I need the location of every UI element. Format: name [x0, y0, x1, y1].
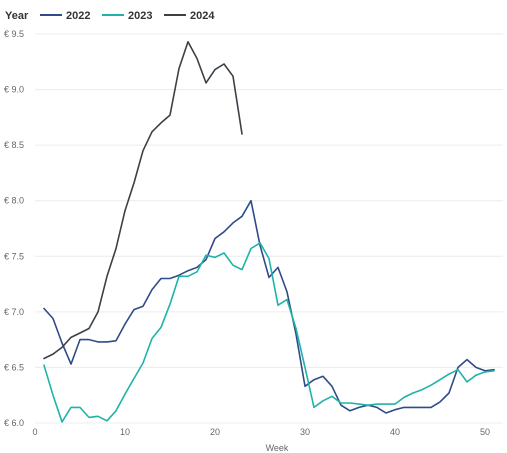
- y-tick-label: € 6.0: [4, 418, 24, 428]
- legend[interactable]: Year 2022 2023 2024: [5, 10, 215, 22]
- legend-title: Year: [5, 10, 29, 22]
- y-tick-label: € 9.0: [4, 85, 24, 95]
- x-tick-label: 10: [120, 427, 130, 437]
- y-tick-label: € 9.5: [4, 29, 24, 39]
- y-tick-label: € 7.0: [4, 307, 24, 317]
- axes: € 6.0 € 6.5 € 7.0 € 7.5 € 8.0 € 8.5 € 9.0 € 9.5…: [4, 29, 490, 437]
- x-tick-label: 30: [300, 427, 310, 437]
- legend-label-2023: 2023: [128, 10, 152, 22]
- x-tick-label: 40: [390, 427, 400, 437]
- x-axis-title: Week: [266, 443, 289, 453]
- series-line-2022[interactable]: [43, 199, 495, 414]
- y-tick-label: € 8.0: [4, 196, 24, 206]
- series-line-2024[interactable]: [43, 41, 243, 360]
- legend-label-2022: 2022: [66, 10, 90, 22]
- y-tick-label: € 6.5: [4, 362, 24, 372]
- y-tick-label: € 8.5: [4, 140, 24, 150]
- y-tick-label: € 7.5: [4, 251, 24, 261]
- x-tick-label: 0: [32, 427, 37, 437]
- x-tick-label: 50: [480, 427, 490, 437]
- legend-label-2024: 2024: [190, 10, 215, 22]
- x-tick-label: 20: [210, 427, 220, 437]
- series: [43, 41, 495, 423]
- grid: [35, 33, 503, 424]
- series-line-2023[interactable]: [43, 242, 495, 423]
